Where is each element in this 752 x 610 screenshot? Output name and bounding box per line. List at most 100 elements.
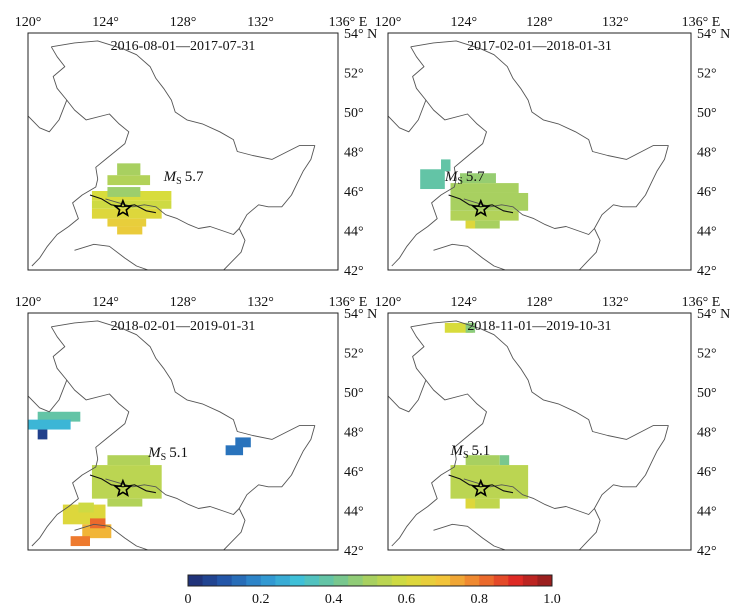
magnitude-label: MS 5.7 (163, 169, 204, 187)
map-panel: 2018-11-01—2019-10-31 MS 5.1 120° 124° 128° 13… (375, 295, 731, 559)
y-tick-label: 50° (344, 386, 364, 401)
x-tick-label: 128° (170, 15, 197, 30)
probability-cell (459, 173, 496, 184)
epicenter-star-icon (471, 198, 491, 217)
colorbar-bin (406, 575, 422, 586)
x-tick-label: 136° E (329, 295, 368, 310)
y-tick-label: 54° N (697, 27, 730, 42)
panel-frame (387, 312, 692, 551)
river-line (448, 194, 514, 214)
panel-frame (27, 32, 339, 271)
probability-cell (117, 163, 141, 176)
river-line (89, 194, 157, 214)
y-tick-label: 44° (697, 225, 717, 240)
y-tick-label: 54° N (344, 307, 377, 322)
colorbar-bin (537, 575, 553, 586)
probability-cell (37, 429, 48, 440)
probability-cell (70, 536, 90, 547)
probability-cell (117, 226, 143, 235)
epicenter-star-icon (113, 478, 133, 497)
colorbar-bin (304, 575, 320, 586)
x-tick-label: 132° (602, 295, 629, 310)
probability-cell (107, 498, 143, 507)
province-border (105, 198, 240, 235)
province-border (410, 320, 669, 550)
y-tick-label: 54° N (697, 307, 730, 322)
y-tick-label: 52° (697, 347, 717, 362)
colorbar-tick-label: 0.4 (325, 592, 343, 607)
x-tick-label: 128° (526, 295, 553, 310)
y-tick-label: 46° (697, 185, 717, 200)
probability-cell (444, 322, 474, 333)
map-panels: 2016-08-01—2017-07-31 MS 5.7 120° 124° 128° 13… (15, 15, 731, 559)
province-border (51, 40, 316, 270)
probability-cell (107, 175, 151, 186)
y-tick-label: 50° (697, 386, 717, 401)
probability-cell (465, 455, 500, 466)
x-tick-label: 136° E (682, 15, 721, 30)
epicenter-star-icon (113, 198, 133, 217)
province-border (28, 99, 68, 133)
colorbar-tick-label: 1.0 (543, 592, 561, 607)
colorbar-bin (188, 575, 204, 586)
y-tick-label: 52° (344, 347, 364, 362)
province-border (388, 379, 427, 413)
probability-cell (450, 192, 529, 211)
colorbar-bin (479, 575, 495, 586)
province-border (51, 320, 316, 550)
colorbar-bin (260, 575, 276, 586)
province-border (105, 478, 240, 515)
colorbar-tick-label: 0.2 (252, 592, 270, 607)
province-border (433, 523, 506, 550)
river-line (89, 474, 157, 494)
y-tick-label: 52° (697, 67, 717, 82)
probability-cell (450, 183, 519, 193)
river-line (448, 474, 514, 494)
panel-period-title: 2018-02-01—2019-01-31 (111, 319, 256, 334)
colorbar-bin (377, 575, 393, 586)
colorbar-bin (362, 575, 378, 586)
x-tick-label: 132° (247, 15, 274, 30)
y-tick-label: 44° (344, 505, 364, 520)
province-border (433, 243, 506, 270)
epicenter-star-icon (471, 478, 491, 497)
probability-cell (465, 220, 476, 229)
colorbar-bin (450, 575, 466, 586)
probability-cell (28, 419, 71, 430)
x-tick-label: 120° (15, 295, 42, 310)
probability-cell (107, 218, 147, 227)
probability-cell (465, 322, 476, 333)
y-tick-label: 42° (697, 264, 717, 279)
panel-period-title: 2016-08-01—2017-07-31 (111, 39, 256, 54)
panel-period-title: 2017-02-01—2018-01-31 (467, 39, 612, 54)
province-border (31, 46, 130, 267)
probability-cell (37, 411, 81, 422)
x-tick-label: 124° (92, 15, 119, 30)
province-border (410, 40, 669, 270)
probability-cell (499, 455, 510, 466)
y-tick-label: 54° N (344, 27, 377, 42)
magnitude-label: MS 5.1 (449, 443, 490, 461)
y-tick-label: 46° (344, 185, 364, 200)
x-tick-label: 120° (375, 295, 402, 310)
panel-frame (27, 312, 339, 551)
colorbar-bin (420, 575, 437, 586)
x-tick-label: 128° (170, 295, 197, 310)
colorbar-bin (508, 575, 524, 586)
probability-cell (235, 437, 251, 448)
y-tick-label: 46° (697, 465, 717, 480)
colorbar-bin (464, 575, 480, 586)
y-tick-label: 48° (344, 146, 364, 161)
probability-cell (90, 518, 106, 529)
colorbar-bin (246, 575, 262, 586)
probability-cell (450, 210, 519, 221)
panel-period-title: 2018-11-01—2019-10-31 (467, 319, 611, 334)
y-tick-label: 50° (697, 106, 717, 121)
probability-cell (78, 502, 94, 513)
y-tick-label: 42° (697, 544, 717, 559)
province-border (74, 243, 149, 270)
probability-cell (465, 498, 476, 509)
colorbar-bin (275, 575, 291, 586)
colorbar-bin (289, 575, 305, 586)
colorbar-bin (202, 575, 218, 586)
